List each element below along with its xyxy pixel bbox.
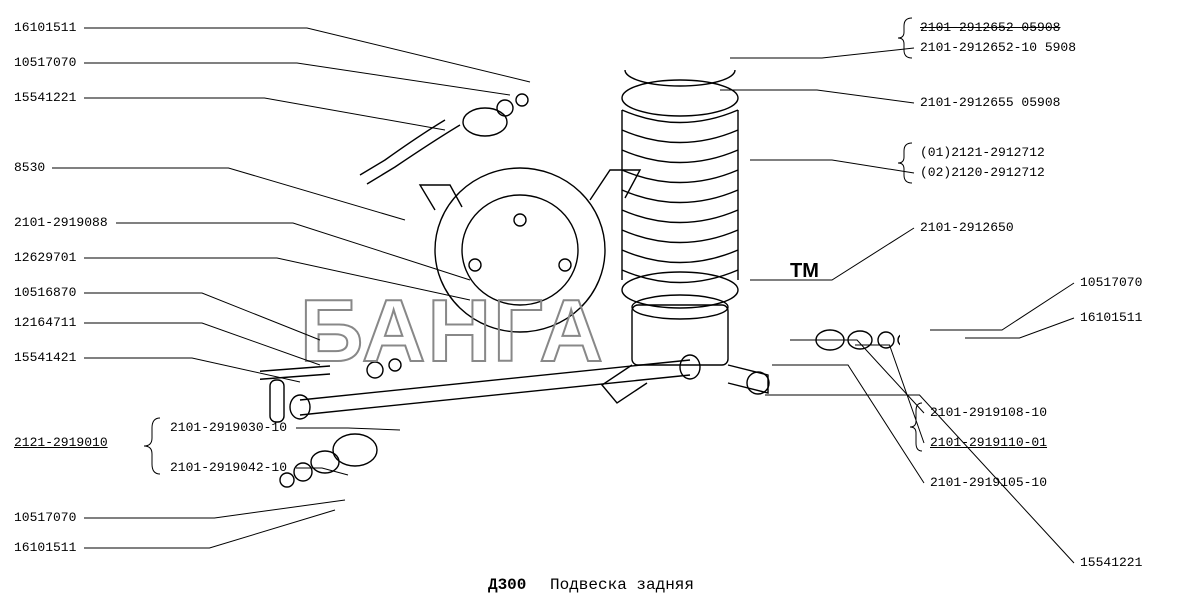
part-label-l10a: 2101-2919030-10 [170, 420, 287, 435]
part-label-l9: 15541421 [14, 350, 76, 365]
part-label-r4: 2101-2912650 [920, 220, 1014, 235]
part-label-l3: 15541221 [14, 90, 76, 105]
part-label-l10: 2121-2919010 [14, 435, 108, 450]
trademark-symbol: TM [790, 260, 819, 283]
part-label-l1: 16101511 [14, 20, 76, 35]
part-label-r2: 2101-2912655 05908 [920, 95, 1060, 110]
leader-r5 [930, 283, 1074, 330]
part-label-r1b: 2101-2912652-10 5908 [920, 40, 1076, 55]
part-label-l12: 16101511 [14, 540, 76, 555]
part-label-l10b: 2101-2919042-10 [170, 460, 287, 475]
part-label-l4: 8530 [14, 160, 45, 175]
part-label-r10: 15541221 [1080, 555, 1142, 570]
suspension-illustration [260, 70, 900, 500]
title-text: Подвеска задняя [550, 576, 694, 594]
title-code: Д300 [488, 576, 526, 594]
part-label-r8: 2101-2919110-01 [930, 435, 1047, 450]
part-label-r5: 10517070 [1080, 275, 1142, 290]
leader-l11 [84, 500, 345, 518]
part-label-r6: 16101511 [1080, 310, 1142, 325]
leader-r6 [965, 318, 1074, 338]
part-label-r3a: (01)2121-2912712 [920, 145, 1045, 160]
leader-r1b [730, 48, 914, 58]
part-label-r7: 2101-2919108-10 [930, 405, 1047, 420]
part-label-r9: 2101-2919105-10 [930, 475, 1047, 490]
part-label-r3b: (02)2120-2912712 [920, 165, 1045, 180]
part-label-l7: 10516870 [14, 285, 76, 300]
part-label-l6: 12629701 [14, 250, 76, 265]
part-label-l11: 10517070 [14, 510, 76, 525]
part-label-l2: 10517070 [14, 55, 76, 70]
part-label-r1a: 2101-2912652 05908 [920, 20, 1060, 35]
part-label-l5: 2101-2919088 [14, 215, 108, 230]
diagram-title: Д300 Подвеска задняя [0, 576, 1182, 594]
part-label-l8: 12164711 [14, 315, 76, 330]
leader-l12 [84, 510, 335, 548]
